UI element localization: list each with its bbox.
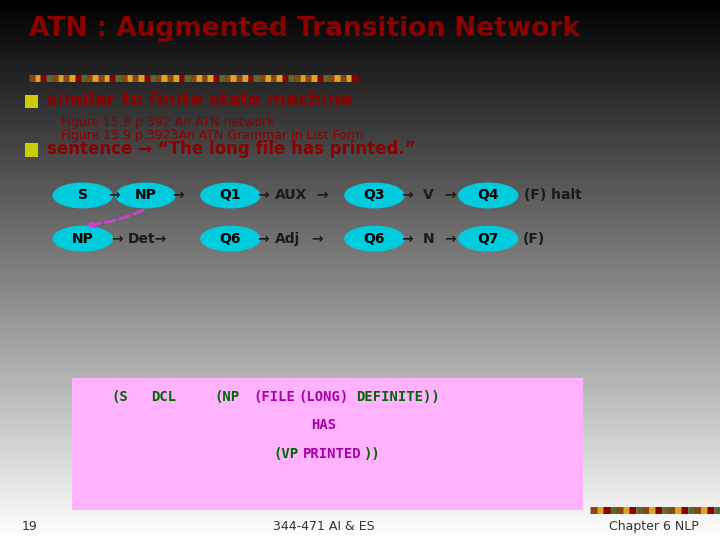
Ellipse shape (344, 226, 405, 252)
Text: →: → (257, 188, 269, 202)
Text: (F) halt: (F) halt (524, 188, 582, 202)
Ellipse shape (53, 183, 113, 208)
Text: )): )) (364, 447, 380, 461)
Text: Q6: Q6 (220, 232, 241, 246)
Text: similar to finite state machine: similar to finite state machine (47, 91, 352, 110)
Text: V: V (423, 188, 433, 202)
Ellipse shape (115, 183, 176, 208)
Ellipse shape (458, 226, 518, 252)
Text: →: → (311, 232, 323, 246)
Text: HAS: HAS (312, 418, 336, 432)
Text: →: → (257, 232, 269, 246)
Text: (S: (S (112, 390, 128, 404)
Text: ATN : Augmented Transition Network: ATN : Augmented Transition Network (29, 16, 580, 42)
Text: Adj: Adj (275, 232, 301, 246)
Text: DCL: DCL (151, 390, 176, 404)
Text: (VP: (VP (274, 447, 299, 461)
Text: AUX: AUX (276, 188, 307, 202)
Text: Det→: Det→ (128, 232, 167, 246)
Text: PRINTED: PRINTED (302, 447, 361, 461)
Text: →: → (173, 188, 184, 202)
Text: (F): (F) (523, 232, 545, 246)
Text: →: → (444, 188, 456, 202)
Text: 344-471 AI & ES: 344-471 AI & ES (273, 520, 375, 533)
Text: NP: NP (135, 188, 156, 202)
Text: sentence → “The long file has printed.”: sentence → “The long file has printed.” (47, 140, 415, 158)
Text: →: → (401, 188, 413, 202)
Bar (25, 144, 38, 157)
Bar (25, 95, 38, 108)
Ellipse shape (344, 183, 405, 208)
Text: Chapter 6 NLP: Chapter 6 NLP (608, 520, 698, 533)
Text: NP: NP (72, 232, 94, 246)
Text: →: → (317, 188, 328, 202)
Text: →: → (111, 232, 122, 246)
Text: N: N (423, 232, 434, 246)
Ellipse shape (200, 183, 261, 208)
Text: Q1: Q1 (220, 188, 241, 202)
Text: Figure 15.9 p.3923An ATN Grammar in List Form: Figure 15.9 p.3923An ATN Grammar in List… (61, 129, 364, 141)
Ellipse shape (200, 226, 261, 252)
Text: →: → (444, 232, 456, 246)
FancyBboxPatch shape (72, 378, 583, 510)
Ellipse shape (53, 226, 113, 252)
Text: →: → (401, 232, 413, 246)
Text: Q4: Q4 (477, 188, 499, 202)
Text: 19: 19 (22, 520, 37, 533)
Text: (FILE: (FILE (253, 390, 295, 404)
Ellipse shape (458, 183, 518, 208)
Text: Q6: Q6 (364, 232, 385, 246)
Text: Q7: Q7 (477, 232, 499, 246)
Text: (LONG): (LONG) (299, 390, 349, 404)
Text: DEFINITE)): DEFINITE)) (356, 390, 440, 404)
Text: Q3: Q3 (364, 188, 385, 202)
Text: (NP: (NP (215, 390, 240, 404)
Text: →: → (108, 188, 120, 202)
Text: Figure 15.8 p.392 An ATN network: Figure 15.8 p.392 An ATN network (61, 116, 274, 129)
Text: S: S (78, 188, 88, 202)
